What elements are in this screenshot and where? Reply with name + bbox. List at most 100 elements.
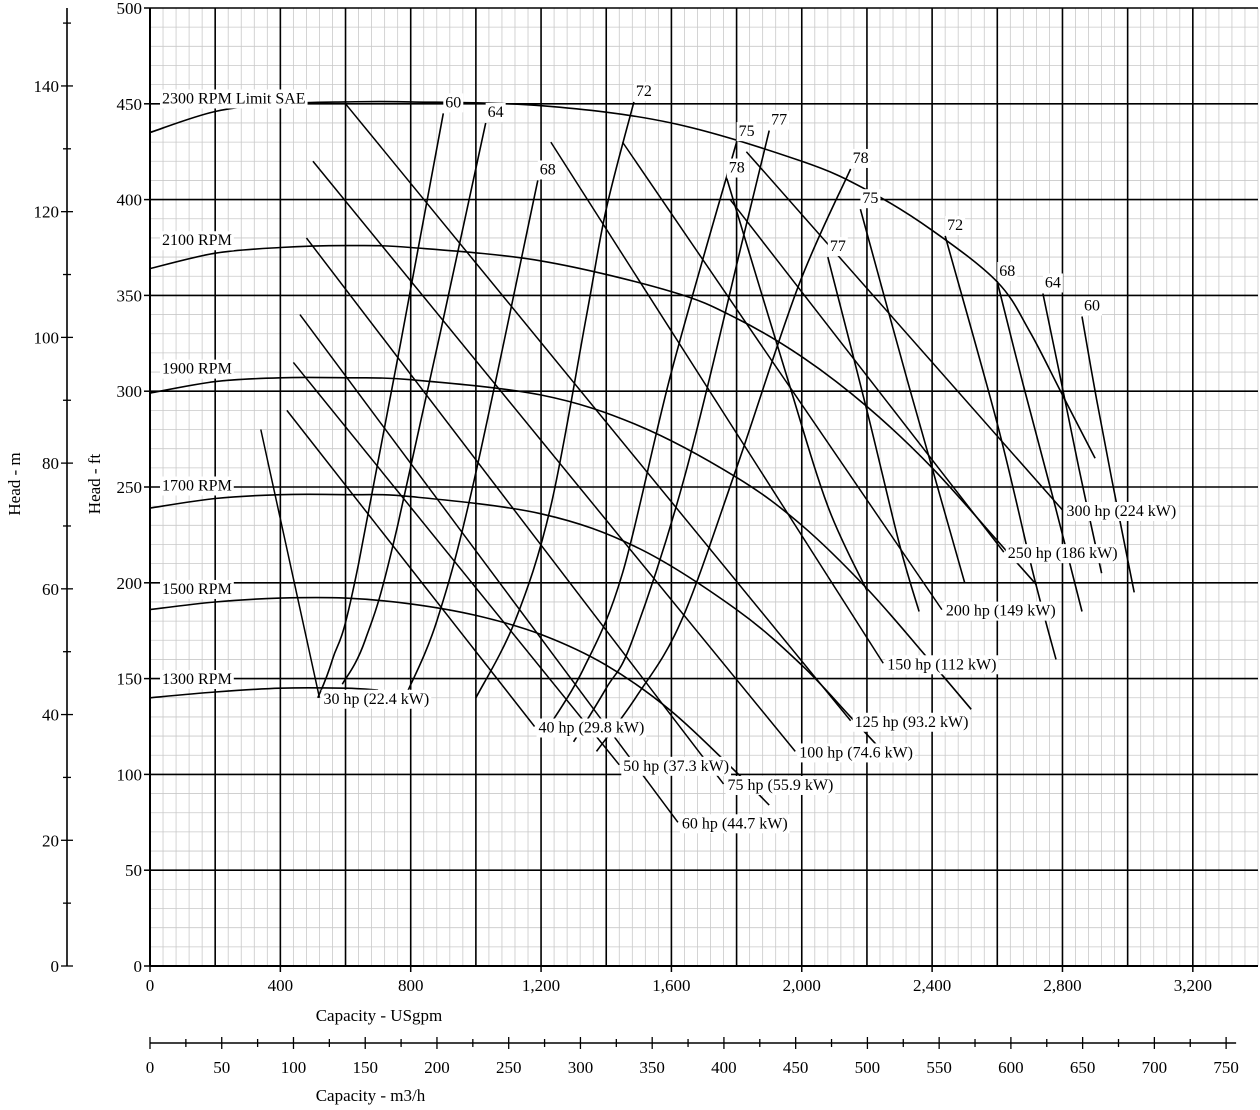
x2-tick-label: 450 — [783, 1058, 809, 1077]
y-tick-label: 200 — [117, 574, 143, 593]
efficiency-label: 68 — [999, 263, 1015, 280]
axes-layer: 0 400 800 1,200 1,600 2,000 2,400 2,800 3,200Cap… — [5, 0, 1258, 1105]
efficiency-label-bg — [633, 81, 654, 101]
x-tick-label: 400 — [268, 976, 294, 995]
efficiency-label-bg — [860, 189, 881, 209]
power-line — [745, 151, 1064, 511]
efficiency-label: 78 — [853, 150, 869, 167]
efficiency-line — [595, 168, 852, 752]
power-label-bg — [621, 756, 732, 776]
power-label: 250 hp (186 kW) — [1008, 545, 1118, 562]
power-line — [286, 409, 536, 727]
major-grid — [150, 7, 1258, 966]
speed-curve — [149, 596, 770, 806]
efficiency-label: 68 — [540, 161, 556, 178]
x2-tick-label: 300 — [568, 1058, 594, 1077]
speed-curve-label: 1500 RPM — [162, 581, 232, 598]
power-label: 200 hp (149 kW) — [946, 603, 1056, 620]
y2-tick-label: 100 — [34, 328, 60, 347]
power-label-bg — [1064, 501, 1179, 521]
power-line — [550, 141, 884, 664]
speed-curve-label-bg — [160, 579, 234, 599]
power-label-bg — [725, 775, 836, 795]
x-tick-label: 1,200 — [522, 976, 560, 995]
efficiency-label: 78 — [729, 160, 745, 177]
efficiency-label-bg — [537, 160, 558, 180]
power-label-bg — [852, 712, 971, 732]
power-label: 300 hp (224 kW) — [1066, 503, 1176, 520]
efficiency-label-bg — [769, 110, 790, 130]
x2-tick-label: 600 — [998, 1058, 1024, 1077]
y-tick-label: 0 — [134, 957, 143, 976]
efficiency-label-bg — [850, 148, 871, 168]
power-label: 100 hp (74.6 kW) — [799, 744, 913, 761]
efficiency-line — [341, 122, 487, 685]
efficiency-label: 77 — [830, 238, 846, 255]
label-layer: 2300 RPM Limit SAE 2100 RPM 1900 RPM 1700 R… — [160, 81, 1179, 834]
x2-tick-label: 200 — [424, 1058, 450, 1077]
y-tick-label: 500 — [117, 0, 143, 18]
x-tick-label: 2,800 — [1043, 976, 1081, 995]
efficiency-line — [475, 101, 635, 699]
x2-tick-label: 50 — [213, 1058, 230, 1077]
efficiency-line — [546, 141, 738, 729]
x-tick-label: 2,000 — [783, 976, 821, 995]
speed-curve — [149, 687, 379, 699]
y-tick-label: 150 — [117, 670, 143, 689]
speed-curve-label-bg — [160, 476, 234, 496]
speed-curve-label-bg — [160, 89, 308, 109]
x-tick-label: 800 — [398, 976, 424, 995]
efficiency-label-bg — [1042, 273, 1063, 293]
efficiency-label-bg — [945, 216, 966, 236]
power-label: 150 hp (112 kW) — [887, 656, 996, 673]
y2-axis-title: Head - m — [5, 452, 24, 515]
x-tick-label: 1,600 — [652, 976, 690, 995]
power-label: 30 hp (22.4 kW) — [323, 691, 429, 708]
speed-curve — [149, 244, 1037, 586]
efficiency-label-bg — [736, 122, 757, 142]
power-label-bg — [797, 743, 916, 763]
power-label-bg — [536, 718, 647, 738]
y2-tick-label: 60 — [42, 580, 59, 599]
speed-curve-label-bg — [160, 359, 234, 379]
power-label-bg — [1005, 544, 1120, 564]
efficiency-label: 60 — [1084, 297, 1100, 314]
x2-tick-label: 650 — [1070, 1058, 1096, 1077]
y2-tick-label: 120 — [34, 203, 60, 222]
y-axis-title: Head - ft — [85, 454, 104, 515]
power-label: 125 hp (93.2 kW) — [855, 714, 969, 731]
x2-tick-label: 250 — [496, 1058, 522, 1077]
y-tick-label: 250 — [117, 478, 143, 497]
speed-curve-label-bg — [160, 670, 234, 690]
efficiency-line — [726, 178, 868, 591]
efficiency-label: 75 — [739, 123, 755, 140]
power-label-bg — [885, 655, 999, 675]
power-line — [292, 361, 620, 766]
efficiency-line — [317, 113, 445, 699]
power-line — [305, 237, 725, 785]
efficiency-label-bg — [485, 102, 506, 122]
curve-layer — [149, 100, 1135, 823]
y-tick-label: 50 — [125, 861, 142, 880]
y2-tick-label: 40 — [42, 706, 59, 725]
y2-tick-label: 80 — [42, 454, 59, 473]
efficiency-label-bg — [827, 237, 848, 257]
power-line — [729, 199, 1005, 553]
y-tick-label: 400 — [117, 191, 143, 210]
efficiency-line — [827, 256, 920, 612]
speed-curve-label: 1900 RPM — [162, 361, 232, 378]
x2-axis-title: Capacity - m3/h — [316, 1086, 426, 1105]
efficiency-label: 72 — [947, 217, 963, 234]
efficiency-label: 77 — [771, 112, 787, 129]
efficiency-label: 75 — [862, 190, 878, 207]
y2-tick-label: 20 — [42, 831, 59, 850]
efficiency-label-bg — [997, 261, 1018, 281]
y-tick-label: 350 — [117, 286, 143, 305]
speed-curve-label: 2300 RPM Limit SAE — [162, 90, 306, 107]
x2-tick-label: 0 — [146, 1058, 155, 1077]
power-label-bg — [943, 601, 1058, 621]
x-axis-title: Capacity - USgpm — [316, 1006, 443, 1025]
x-tick-label: 0 — [146, 976, 155, 995]
power-line — [299, 314, 679, 823]
